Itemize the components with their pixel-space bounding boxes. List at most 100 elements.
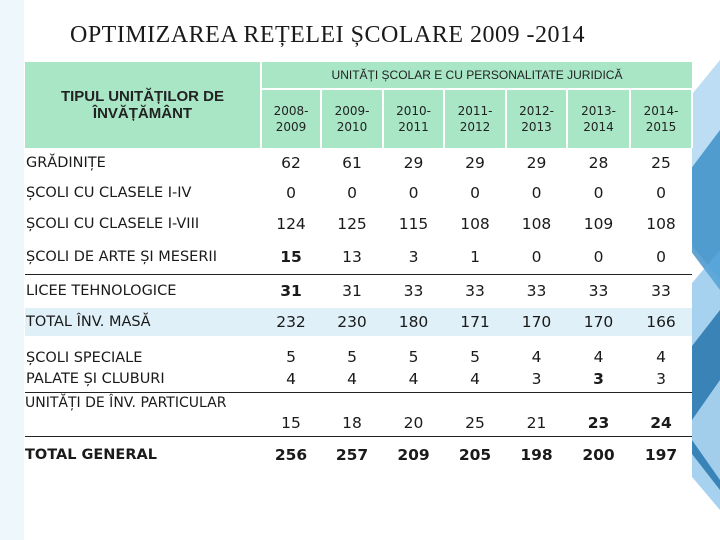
table-cell: 20 <box>383 392 444 437</box>
row-label: ȘCOLI CU CLASELE I-VIII <box>26 216 200 232</box>
table-cell: 62 <box>281 154 301 172</box>
table-cell: 209 <box>397 446 430 465</box>
table-cell: 15 <box>261 392 321 437</box>
table-cell: 15 <box>261 240 321 275</box>
year-header: 2011-2012 <box>444 88 507 148</box>
table-cell: 5 <box>408 348 419 366</box>
year-header: 2013-2014 <box>567 88 631 148</box>
table-cell: 256 <box>274 446 308 465</box>
table-cell: 21 <box>506 392 567 437</box>
table-cell: 197 <box>644 446 678 465</box>
table-cell: 5 <box>286 348 296 366</box>
year-header: 2010-2011 <box>383 88 445 148</box>
table-cell: 29 <box>403 154 424 172</box>
table-row-total-masa: TOTAL ÎNV. MASĂ 232 230 180 171 170 170 … <box>25 308 693 336</box>
table-cell: 4 <box>444 366 506 393</box>
table-cell: 25 <box>651 154 671 172</box>
table-row: ȘCOLI CU CLASELE I-IV 0 0 0 0 0 0 0 <box>25 178 692 208</box>
table-cell: 61 <box>342 154 362 172</box>
table-cell: 198 <box>520 446 553 465</box>
table-cell: 18 <box>321 392 383 437</box>
table-cell: 13 <box>321 240 383 275</box>
left-decor-band <box>0 0 24 540</box>
table-cell: 3 <box>567 366 630 393</box>
table-row: PALATE ȘI CLUBURI 4 4 4 4 3 3 3 <box>25 366 693 393</box>
table-cell: 171 <box>444 308 506 336</box>
table-row: ȘCOLI DE ARTE ȘI MESERII 15 13 3 1 0 0 0 <box>25 240 693 275</box>
table-cell: 0 <box>656 184 666 202</box>
table-row: UNITĂȚI DE ÎNV. PARTICULAR 15 18 20 25 2… <box>25 392 693 437</box>
table-cell: 4 <box>531 348 542 366</box>
table-cell: 170 <box>506 308 567 336</box>
table-cell: 33 <box>403 282 424 301</box>
table-cell: 108 <box>521 215 552 233</box>
row-label: ȘCOLI CU CLASELE I-IV <box>26 185 192 201</box>
table-cell: 0 <box>408 184 419 202</box>
row-label: LICEE TEHNOLOGICE <box>26 283 177 300</box>
row-label: ȘCOLI SPECIALE <box>26 350 143 366</box>
table-cell: 0 <box>593 184 604 202</box>
table-cell: 25 <box>444 392 506 437</box>
row-label: UNITĂȚI DE ÎNV. PARTICULAR <box>25 392 261 437</box>
year-header: 2014-2015 <box>630 88 694 148</box>
table-cell: 4 <box>261 366 321 393</box>
table-cell: 1 <box>444 240 506 275</box>
table-cell: 29 <box>526 154 547 172</box>
row-label: ȘCOLI DE ARTE ȘI MESERII <box>25 240 261 275</box>
table-cell: 0 <box>630 240 693 275</box>
table-cell: 0 <box>567 240 630 275</box>
table-cell: 3 <box>383 240 444 275</box>
year-header: 2008-2009 <box>261 88 322 148</box>
table-cell: 166 <box>630 308 693 336</box>
table-cell: 205 <box>458 446 492 465</box>
table-cell: 0 <box>286 184 296 202</box>
table-cell: 4 <box>383 366 444 393</box>
table-cell: 108 <box>460 215 490 233</box>
table-cell: 109 <box>583 215 614 233</box>
table-cell: 257 <box>335 446 369 465</box>
group-header: UNITĂȚI ȘCOLAR E CU PERSONALITATE JURIDI… <box>261 62 693 89</box>
table-cell: 232 <box>261 308 321 336</box>
table-cell: 33 <box>465 282 485 301</box>
table-row-total-general: TOTAL GENERAL 256 257 209 205 198 200 19… <box>25 436 692 474</box>
table-cell: 24 <box>630 392 693 437</box>
table-cell: 0 <box>470 184 480 202</box>
year-header: 2009-2010 <box>321 88 384 148</box>
table-cell: 124 <box>276 215 306 233</box>
table-cell: 31 <box>280 282 302 301</box>
table-cell: 0 <box>531 184 542 202</box>
table-cell: 108 <box>646 215 676 233</box>
table-cell: 4 <box>321 366 383 393</box>
table-cell: 170 <box>567 308 630 336</box>
table-cell: 3 <box>506 366 567 393</box>
table-cell: 23 <box>567 392 630 437</box>
table-cell: 180 <box>383 308 444 336</box>
table-cell: 230 <box>321 308 383 336</box>
table-cell: 0 <box>347 184 357 202</box>
table-cell: 4 <box>656 348 666 366</box>
table-cell: 200 <box>582 446 615 465</box>
table-cell: 4 <box>593 348 604 366</box>
table-row: ȘCOLI SPECIALE 5 5 5 5 4 4 4 <box>25 336 692 366</box>
table-cell: 28 <box>588 154 609 172</box>
table-cell: 5 <box>470 348 480 366</box>
table-cell: 115 <box>398 215 429 233</box>
table-cell: 125 <box>337 215 367 233</box>
table-cell: 29 <box>465 154 485 172</box>
school-network-table: TIPUL UNITĂȚILOR DE ÎNVĂȚĂMÂNT UNITĂȚI Ș… <box>25 62 694 482</box>
table-cell: 33 <box>651 282 671 301</box>
row-label: PALATE ȘI CLUBURI <box>25 366 261 393</box>
table-cell: 5 <box>347 348 357 366</box>
table-cell: 0 <box>506 240 567 275</box>
table-row: ȘCOLI CU CLASELE I-VIII 124 125 115 108 … <box>25 208 692 240</box>
table-cell: 3 <box>630 366 693 393</box>
page-title: OPTIMIZAREA REȚELEI ȘCOLARE 2009 -2014 <box>70 22 585 48</box>
table-cell: 33 <box>526 282 547 301</box>
table-cell: 33 <box>588 282 609 301</box>
row-label: TOTAL GENERAL <box>25 447 157 464</box>
row-label: TOTAL ÎNV. MASĂ <box>25 308 261 336</box>
corner-header: TIPUL UNITĂȚILOR DE ÎNVĂȚĂMÂNT <box>25 62 262 148</box>
row-label: GRĂDINIȚE <box>26 155 106 171</box>
table-row: GRĂDINIȚE 62 61 29 29 29 28 25 <box>25 148 692 178</box>
year-header: 2012-2013 <box>506 88 568 148</box>
